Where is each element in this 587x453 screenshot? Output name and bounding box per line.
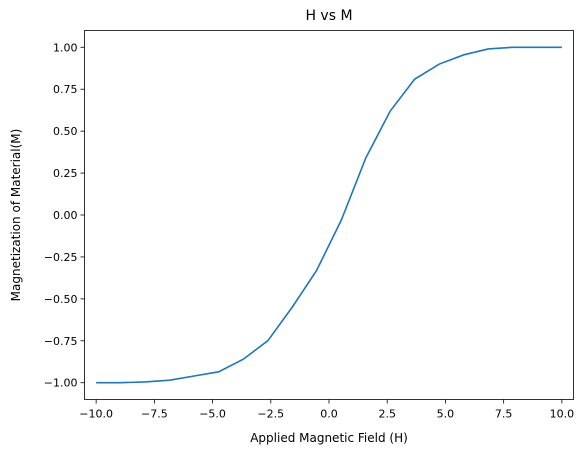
series-line-0 <box>96 46 562 384</box>
plot-frame <box>84 30 574 400</box>
y-axis: −1.00 −0.75 −0.50 −0.25 0.00 0.25 0.50 0.75 1.00 <box>44 41 85 390</box>
y-tick-label: 0.50 <box>53 125 78 138</box>
y-tick-label: −1.00 <box>44 377 78 390</box>
x-tick-label: 10.0 <box>550 408 575 421</box>
x-tick-label: −7.5 <box>141 408 168 421</box>
y-tick-label: 1.00 <box>53 41 78 54</box>
x-tick-label: −10.0 <box>79 408 113 421</box>
chart-title: H vs M <box>305 8 352 24</box>
y-axis-label: Magnetization of Material(M) <box>9 129 23 302</box>
x-axis: −10.0 −7.5 −5.0 −2.5 0.0 2.5 5.0 7.5 10.0 <box>79 399 575 421</box>
x-tick-label: 7.5 <box>495 408 513 421</box>
x-axis-label: Applied Magnetic Field (H) <box>250 431 408 445</box>
y-tick-label: −0.25 <box>44 251 78 264</box>
y-tick-label: 0.75 <box>53 83 78 96</box>
x-tick-label: 2.5 <box>378 408 396 421</box>
x-tick-label: −2.5 <box>257 408 284 421</box>
y-tick-label: 0.00 <box>53 209 78 222</box>
x-tick-label: −5.0 <box>199 408 226 421</box>
y-tick-label: −0.50 <box>44 293 78 306</box>
plot-area <box>96 46 562 384</box>
x-tick-label: 5.0 <box>437 408 455 421</box>
y-tick-label: 0.25 <box>53 167 78 180</box>
y-tick-label: −0.75 <box>44 335 78 348</box>
x-tick-label: 0.0 <box>320 408 338 421</box>
